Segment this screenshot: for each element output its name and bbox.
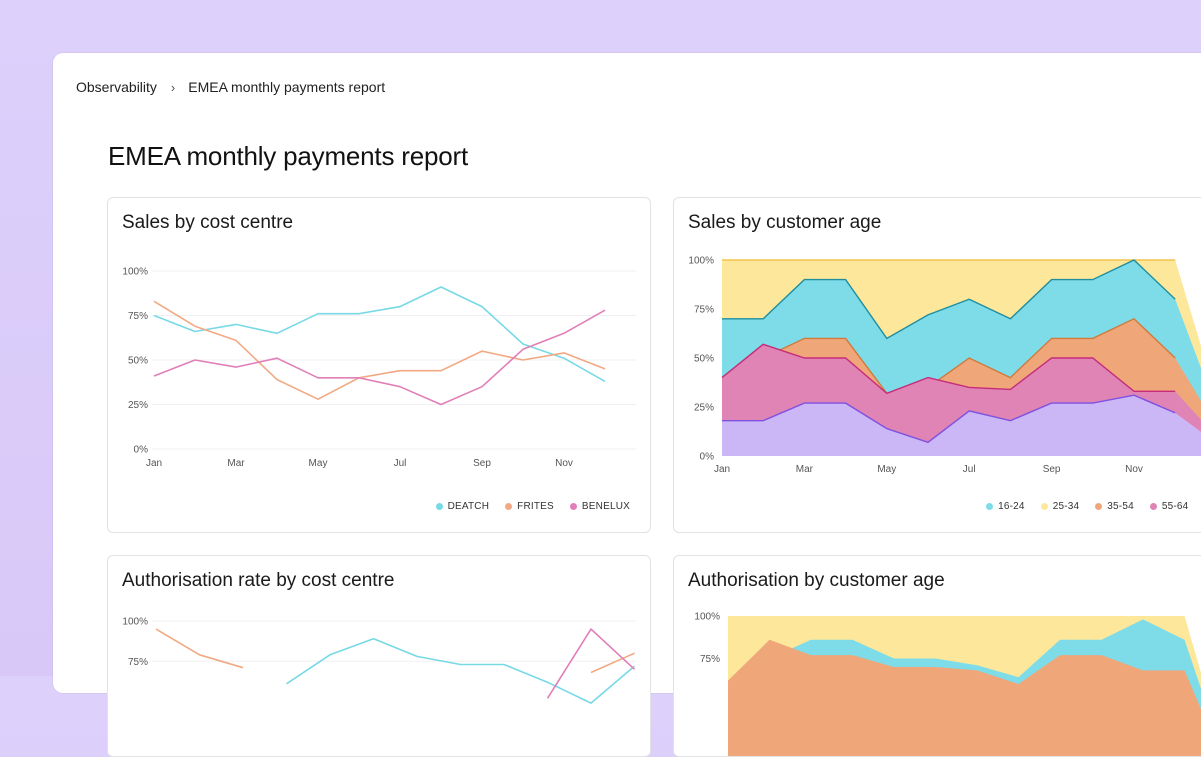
series-edge-55-64 xyxy=(721,343,1176,395)
x-tick-label: Jan xyxy=(146,458,162,469)
legend-item[interactable]: 25-34 xyxy=(1040,501,1080,512)
legend-item[interactable]: 55-64 xyxy=(1149,501,1189,512)
card-title: Authorisation by customer age xyxy=(688,570,945,591)
legend-label: DEATCH xyxy=(447,501,490,512)
legend-label: 16-24 xyxy=(998,501,1025,512)
authorisation-by-customer-age-card: 75% 100% Authorisation by customer age xyxy=(673,555,1201,757)
x-tick-label: May xyxy=(309,458,328,469)
legend-label: BENELUX xyxy=(581,501,630,512)
legend-dot xyxy=(986,503,994,510)
legend-item[interactable]: BENELUX xyxy=(569,501,630,512)
x-tick-label: Sep xyxy=(473,458,491,469)
series-edge-16-24 xyxy=(722,259,1176,340)
authorisation-rate-by-cost-centre-chart: 75% 100% xyxy=(122,617,636,704)
card-title: Sales by customer age xyxy=(688,212,882,233)
y-tick-label: 75% xyxy=(700,654,720,665)
series-edge-35-54 xyxy=(721,317,1176,395)
x-tick-label: Nov xyxy=(555,458,573,469)
x-tick-label: Jan xyxy=(714,464,730,475)
breadcrumb-root-link[interactable]: Observability xyxy=(76,79,157,95)
legend-dot xyxy=(435,503,443,510)
legend-item[interactable]: DEATCH xyxy=(435,501,490,512)
legend-label: FRITES xyxy=(517,501,554,512)
y-tick-label: 75% xyxy=(128,657,148,668)
legend-dot xyxy=(1149,503,1157,510)
x-tick-label: Mar xyxy=(227,458,245,469)
x-tick-label: Jul xyxy=(963,464,976,475)
legend-item[interactable]: FRITES xyxy=(505,501,554,512)
legend-dot xyxy=(569,503,577,510)
x-tick-label: May xyxy=(877,464,896,475)
sales-by-cost-centre-card: 0% 25% 50% 75% 100% Jan Mar May Jul Sep Nov Sales … xyxy=(107,197,651,533)
legend-dot xyxy=(505,503,513,510)
authorisation-rate-by-cost-centre-card: 75% 100% Authorisation rate by cost centr… xyxy=(107,555,651,757)
y-tick-label: 100% xyxy=(122,617,148,628)
y-tick-label: 0% xyxy=(700,452,715,463)
series-line-deatch xyxy=(153,286,606,383)
series-line-benelux xyxy=(153,309,606,406)
legend-label: 55-64 xyxy=(1161,501,1189,512)
y-tick-label: 25% xyxy=(128,400,148,411)
y-tick-label: 50% xyxy=(128,356,148,367)
y-tick-label: 100% xyxy=(694,612,720,623)
card-title: Sales by cost centre xyxy=(122,212,294,233)
series-line-frites xyxy=(153,300,606,400)
y-tick-label: 0% xyxy=(134,445,149,456)
series-edge-65+ xyxy=(722,394,1176,444)
x-tick-label: Nov xyxy=(1125,464,1143,475)
card-title: Authorisation rate by cost centre xyxy=(122,570,395,591)
breadcrumb: Observability › EMEA monthly payments re… xyxy=(76,79,385,95)
sales-by-customer-age-card: 0% 25% 50% 75% 100% Jan Mar May Jul Sep Nov Sales … xyxy=(673,197,1201,533)
legend-dot xyxy=(1040,503,1048,510)
y-tick-label: 75% xyxy=(694,305,714,316)
y-tick-label: 75% xyxy=(128,311,148,322)
breadcrumb-current: EMEA monthly payments report xyxy=(188,79,386,95)
chevron-right-icon: › xyxy=(170,79,176,95)
legend-item[interactable]: 35-54 xyxy=(1095,501,1134,512)
report-window: Observability › EMEA monthly payments re… xyxy=(53,53,1201,757)
legend-dot xyxy=(1095,503,1103,510)
sales-by-cost-centre-chart: 0% 25% 50% 75% 100% Jan Mar May Jul Sep Nov xyxy=(122,267,636,469)
legend-item[interactable]: 16-24 xyxy=(986,501,1025,512)
x-tick-label: Sep xyxy=(1043,464,1061,475)
series-area-65+ xyxy=(722,395,1201,456)
x-tick-label: Jul xyxy=(394,458,407,469)
page-title: EMEA monthly payments report xyxy=(108,141,468,171)
legend-label: 25-34 xyxy=(1052,501,1080,512)
y-tick-label: 100% xyxy=(688,256,714,267)
x-tick-label: Mar xyxy=(796,464,814,475)
chart-legend: DEATCH FRITES BENELUX xyxy=(435,501,630,512)
series-line-frites xyxy=(155,628,635,674)
y-tick-label: 100% xyxy=(122,267,148,278)
series-line-benelux xyxy=(546,628,636,699)
y-tick-label: 25% xyxy=(694,403,714,414)
series-line-deatch xyxy=(286,637,636,704)
y-tick-label: 50% xyxy=(694,354,714,365)
legend-label: 35-54 xyxy=(1107,501,1134,512)
sales-by-customer-age-chart: 0% 25% 50% 75% 100% Jan Mar May Jul Sep Nov xyxy=(688,256,1201,475)
